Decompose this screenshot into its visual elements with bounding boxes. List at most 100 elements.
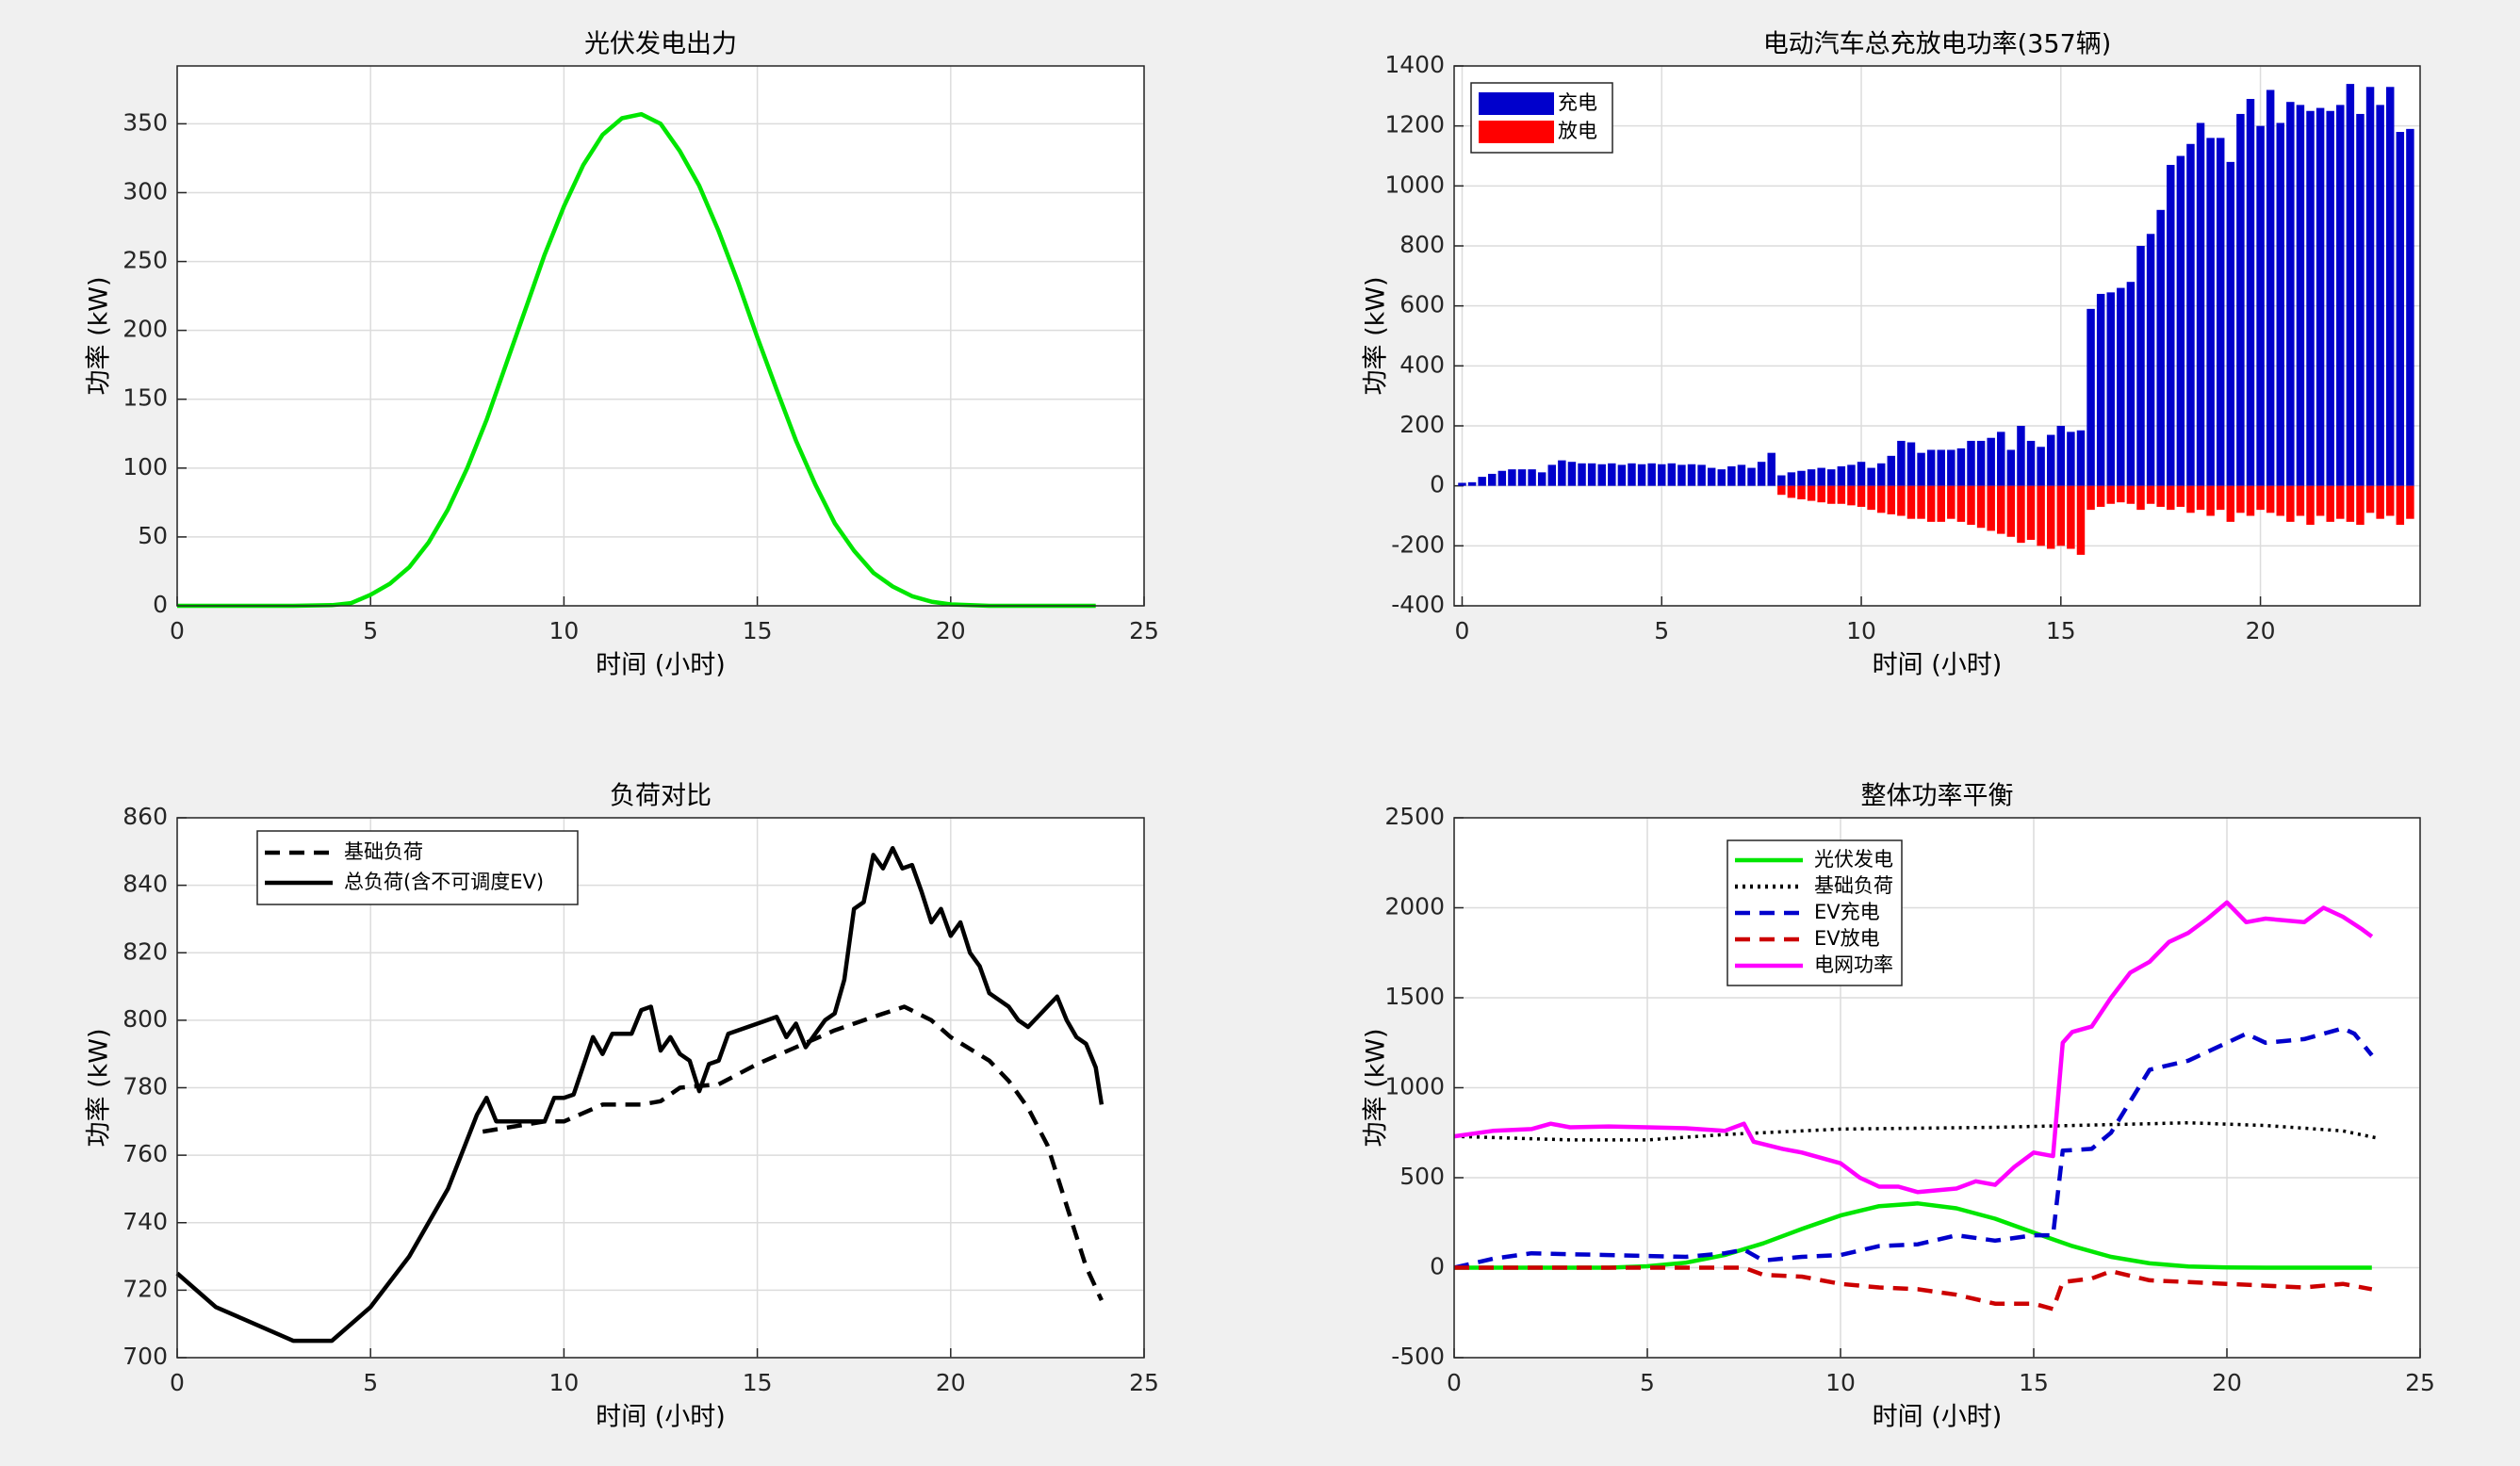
y-axis-label: 功率 (kW) bbox=[85, 1029, 114, 1148]
bar bbox=[1807, 485, 1816, 501]
bar bbox=[1787, 472, 1796, 486]
bar bbox=[1987, 485, 1995, 531]
axes-frame bbox=[176, 65, 1145, 607]
bar bbox=[1737, 464, 1746, 486]
y-tick-label: 300 bbox=[123, 177, 168, 204]
y-tick-label: 700 bbox=[123, 1343, 168, 1370]
bar bbox=[1937, 449, 1945, 486]
bar bbox=[1727, 465, 1736, 486]
x-axis-label: 时间 (小时) bbox=[1873, 651, 2003, 680]
y-tick-label: 1500 bbox=[1384, 983, 1445, 1010]
y-tick-label: 760 bbox=[123, 1140, 168, 1167]
bar bbox=[1947, 449, 1955, 486]
x-tick-label: 20 bbox=[2246, 617, 2276, 644]
bar bbox=[1637, 464, 1646, 486]
bar bbox=[2356, 113, 2365, 486]
y-tick-label: 860 bbox=[123, 803, 168, 830]
bar bbox=[2096, 293, 2105, 486]
bar bbox=[1467, 481, 1477, 486]
bar bbox=[2186, 143, 2195, 486]
y-axis-label: 功率 (kW) bbox=[1362, 1029, 1391, 1148]
bar bbox=[1608, 463, 1616, 486]
bar bbox=[1926, 485, 1936, 522]
bar bbox=[2156, 485, 2165, 507]
y-tick-label: 800 bbox=[123, 1005, 168, 1033]
bar bbox=[2216, 138, 2225, 486]
legend-label: 基础负荷 bbox=[1814, 874, 1893, 897]
bar bbox=[2246, 485, 2255, 516]
bar bbox=[2356, 485, 2365, 526]
bar bbox=[1897, 440, 1906, 486]
bar bbox=[2326, 110, 2334, 486]
legend-label: EV充电 bbox=[1814, 901, 1880, 923]
bar bbox=[2396, 132, 2405, 486]
bar bbox=[1488, 473, 1497, 486]
y-tick-label: 1400 bbox=[1384, 51, 1445, 78]
bar bbox=[2136, 246, 2145, 486]
bar bbox=[2365, 87, 2375, 486]
bar bbox=[1847, 485, 1856, 506]
y-tick-label: 150 bbox=[123, 384, 168, 412]
bar bbox=[2336, 105, 2345, 486]
bar bbox=[1917, 452, 1925, 486]
bar bbox=[1947, 485, 1955, 519]
y-tick-label: 820 bbox=[123, 937, 168, 965]
bar bbox=[1478, 477, 1486, 486]
bar bbox=[2136, 485, 2145, 511]
y-tick-label: 350 bbox=[123, 108, 168, 136]
bar bbox=[1587, 463, 1596, 486]
bar bbox=[2246, 99, 2255, 486]
x-tick-label: 15 bbox=[743, 617, 773, 644]
bar bbox=[1837, 465, 1846, 486]
bar bbox=[2167, 485, 2175, 511]
bar bbox=[2346, 84, 2355, 486]
y-tick-label: 500 bbox=[1399, 1163, 1445, 1190]
line bbox=[1453, 900, 2374, 1195]
bar bbox=[2126, 282, 2135, 486]
bar bbox=[1697, 464, 1706, 486]
bar bbox=[1497, 470, 1507, 486]
x-tick-label: 20 bbox=[936, 617, 966, 644]
chart-title: 电动汽车总充放电功率(357辆) bbox=[1763, 30, 2112, 59]
y-tick-label: 250 bbox=[123, 247, 168, 274]
bar bbox=[2296, 105, 2305, 486]
bar bbox=[1717, 469, 1726, 486]
bar bbox=[2017, 426, 2025, 486]
bar bbox=[1926, 449, 1936, 486]
y-tick-label: 1000 bbox=[1384, 1073, 1445, 1100]
y-tick-label: 800 bbox=[1399, 231, 1445, 258]
x-tick-label: 5 bbox=[1640, 1369, 1655, 1396]
bar bbox=[2376, 105, 2384, 486]
bar bbox=[2076, 430, 2086, 486]
y-tick-label: 1000 bbox=[1384, 171, 1445, 198]
y-tick-label: 0 bbox=[1430, 471, 1445, 498]
bar bbox=[1827, 485, 1836, 504]
bar bbox=[2076, 485, 2086, 555]
bar bbox=[2037, 485, 2045, 546]
legend-swatch bbox=[1479, 121, 1554, 143]
bar bbox=[2067, 432, 2075, 486]
legend bbox=[256, 830, 579, 905]
bar bbox=[1707, 467, 1716, 486]
y-tick-label: 0 bbox=[1430, 1253, 1445, 1280]
bar bbox=[2156, 209, 2165, 486]
bar bbox=[1807, 469, 1816, 486]
bar bbox=[1997, 432, 2005, 486]
x-tick-label: 15 bbox=[2046, 617, 2076, 644]
x-tick-label: 20 bbox=[2212, 1369, 2242, 1396]
bar bbox=[1976, 440, 1986, 486]
bar bbox=[1906, 485, 1916, 519]
bar bbox=[1987, 437, 1995, 486]
line bbox=[1453, 1026, 2374, 1270]
line bbox=[1453, 1120, 2379, 1142]
y-tick-label: 0 bbox=[153, 591, 168, 618]
bar bbox=[2046, 485, 2055, 549]
bar bbox=[2226, 485, 2235, 522]
bar bbox=[2196, 485, 2205, 511]
bar bbox=[1687, 464, 1696, 486]
bar bbox=[1887, 455, 1896, 486]
bar bbox=[2306, 485, 2315, 526]
chart-title: 整体功率平衡 bbox=[1861, 782, 2014, 811]
bar bbox=[2067, 485, 2075, 549]
